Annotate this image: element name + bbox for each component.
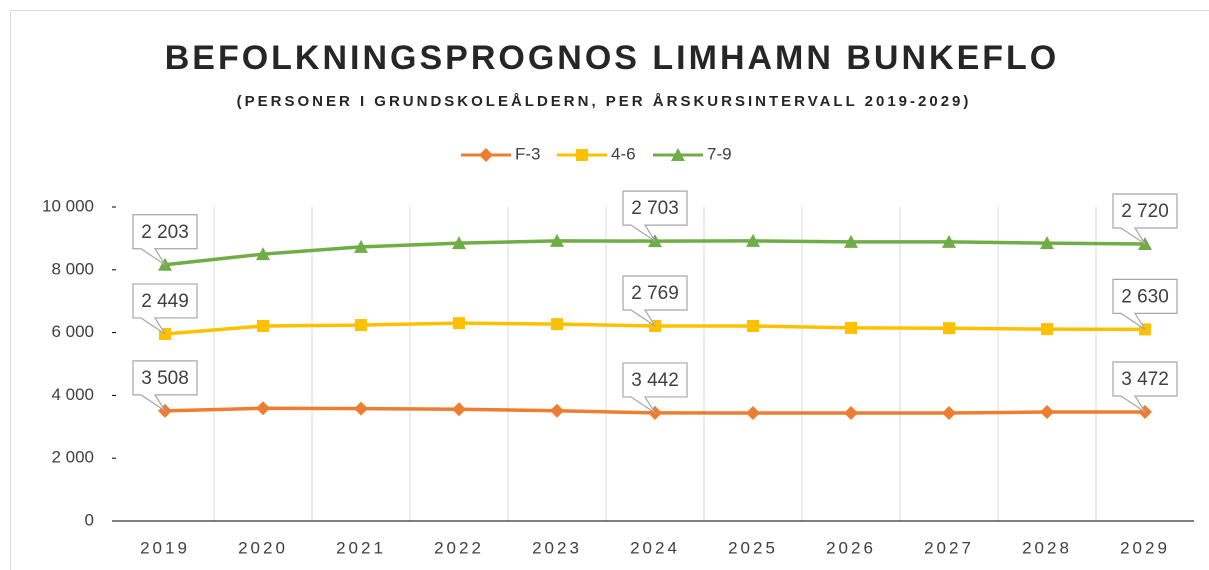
- data-label: 3 472: [1121, 369, 1169, 390]
- data-label: 2 203: [141, 222, 189, 243]
- x-tick-label: 2024: [630, 538, 680, 557]
- y-tick-label: 4 000: [51, 385, 94, 404]
- x-tick-label: 2027: [924, 538, 974, 557]
- x-tick-label: 2020: [238, 538, 288, 557]
- chart-title: BEFOLKNINGSPROGNOS LIMHAMN BUNKEFLO: [165, 39, 1060, 77]
- data-label-box: [132, 360, 198, 412]
- marker: [551, 318, 563, 331]
- marker: [354, 401, 368, 416]
- marker: [1040, 405, 1054, 420]
- marker: [355, 319, 367, 332]
- marker: [256, 247, 270, 261]
- x-tick-label: 2025: [728, 538, 778, 557]
- marker: [943, 322, 955, 335]
- marker: [1040, 236, 1054, 250]
- data-label-box: [622, 190, 688, 242]
- marker: [576, 149, 588, 161]
- marker: [844, 234, 858, 248]
- data-label-box: [622, 275, 688, 327]
- legend-label: 7-9: [707, 144, 732, 163]
- x-tick-label: 2023: [532, 538, 582, 557]
- marker: [452, 402, 466, 417]
- y-tick-label: 0: [85, 510, 94, 529]
- data-label: 2 769: [631, 283, 679, 304]
- data-label-box: [132, 214, 198, 266]
- marker: [747, 320, 759, 333]
- marker: [257, 320, 269, 333]
- marker: [942, 234, 956, 248]
- marker: [256, 401, 270, 416]
- marker: [354, 239, 368, 253]
- marker: [746, 233, 760, 247]
- x-tick-label: 2026: [826, 538, 876, 557]
- data-label-box: [1112, 193, 1178, 245]
- x-tick-label: 2022: [434, 538, 484, 557]
- chart-border: [10, 10, 1209, 570]
- data-label-box: [1112, 361, 1178, 413]
- y-tick-label: 8 000: [51, 259, 94, 278]
- data-label: 2 630: [1121, 286, 1169, 307]
- data-label-box: [1112, 278, 1178, 330]
- data-label: 2 449: [141, 291, 189, 312]
- marker: [550, 403, 564, 418]
- marker: [453, 317, 465, 330]
- marker: [942, 405, 956, 420]
- marker: [844, 405, 858, 420]
- data-label: 2 720: [1121, 201, 1169, 222]
- marker: [452, 236, 466, 250]
- chart-subtitle: (PERSONER I GRUNDSKOLEÅLDERN, PER ÅRSKUR…: [237, 93, 972, 110]
- marker: [845, 321, 857, 334]
- data-label-box: [622, 362, 688, 414]
- y-tick-label: 6 000: [51, 322, 94, 341]
- data-label: 2 703: [631, 198, 679, 219]
- marker: [671, 148, 685, 161]
- marker: [479, 148, 493, 162]
- marker: [550, 233, 564, 247]
- marker: [746, 405, 760, 420]
- y-tick-label: 2 000: [51, 448, 94, 467]
- legend-label: F-3: [515, 144, 541, 163]
- data-label: 3 508: [141, 368, 189, 389]
- x-tick-label: 2029: [1120, 538, 1170, 557]
- y-tick-label: 10 000: [42, 196, 94, 215]
- x-tick-label: 2019: [140, 538, 190, 557]
- data-label-box: [132, 283, 198, 335]
- data-label: 3 442: [631, 370, 679, 391]
- marker: [1041, 323, 1053, 336]
- legend-label: 4-6: [611, 144, 636, 163]
- x-tick-label: 2028: [1022, 538, 1072, 557]
- x-tick-label: 2021: [336, 538, 386, 557]
